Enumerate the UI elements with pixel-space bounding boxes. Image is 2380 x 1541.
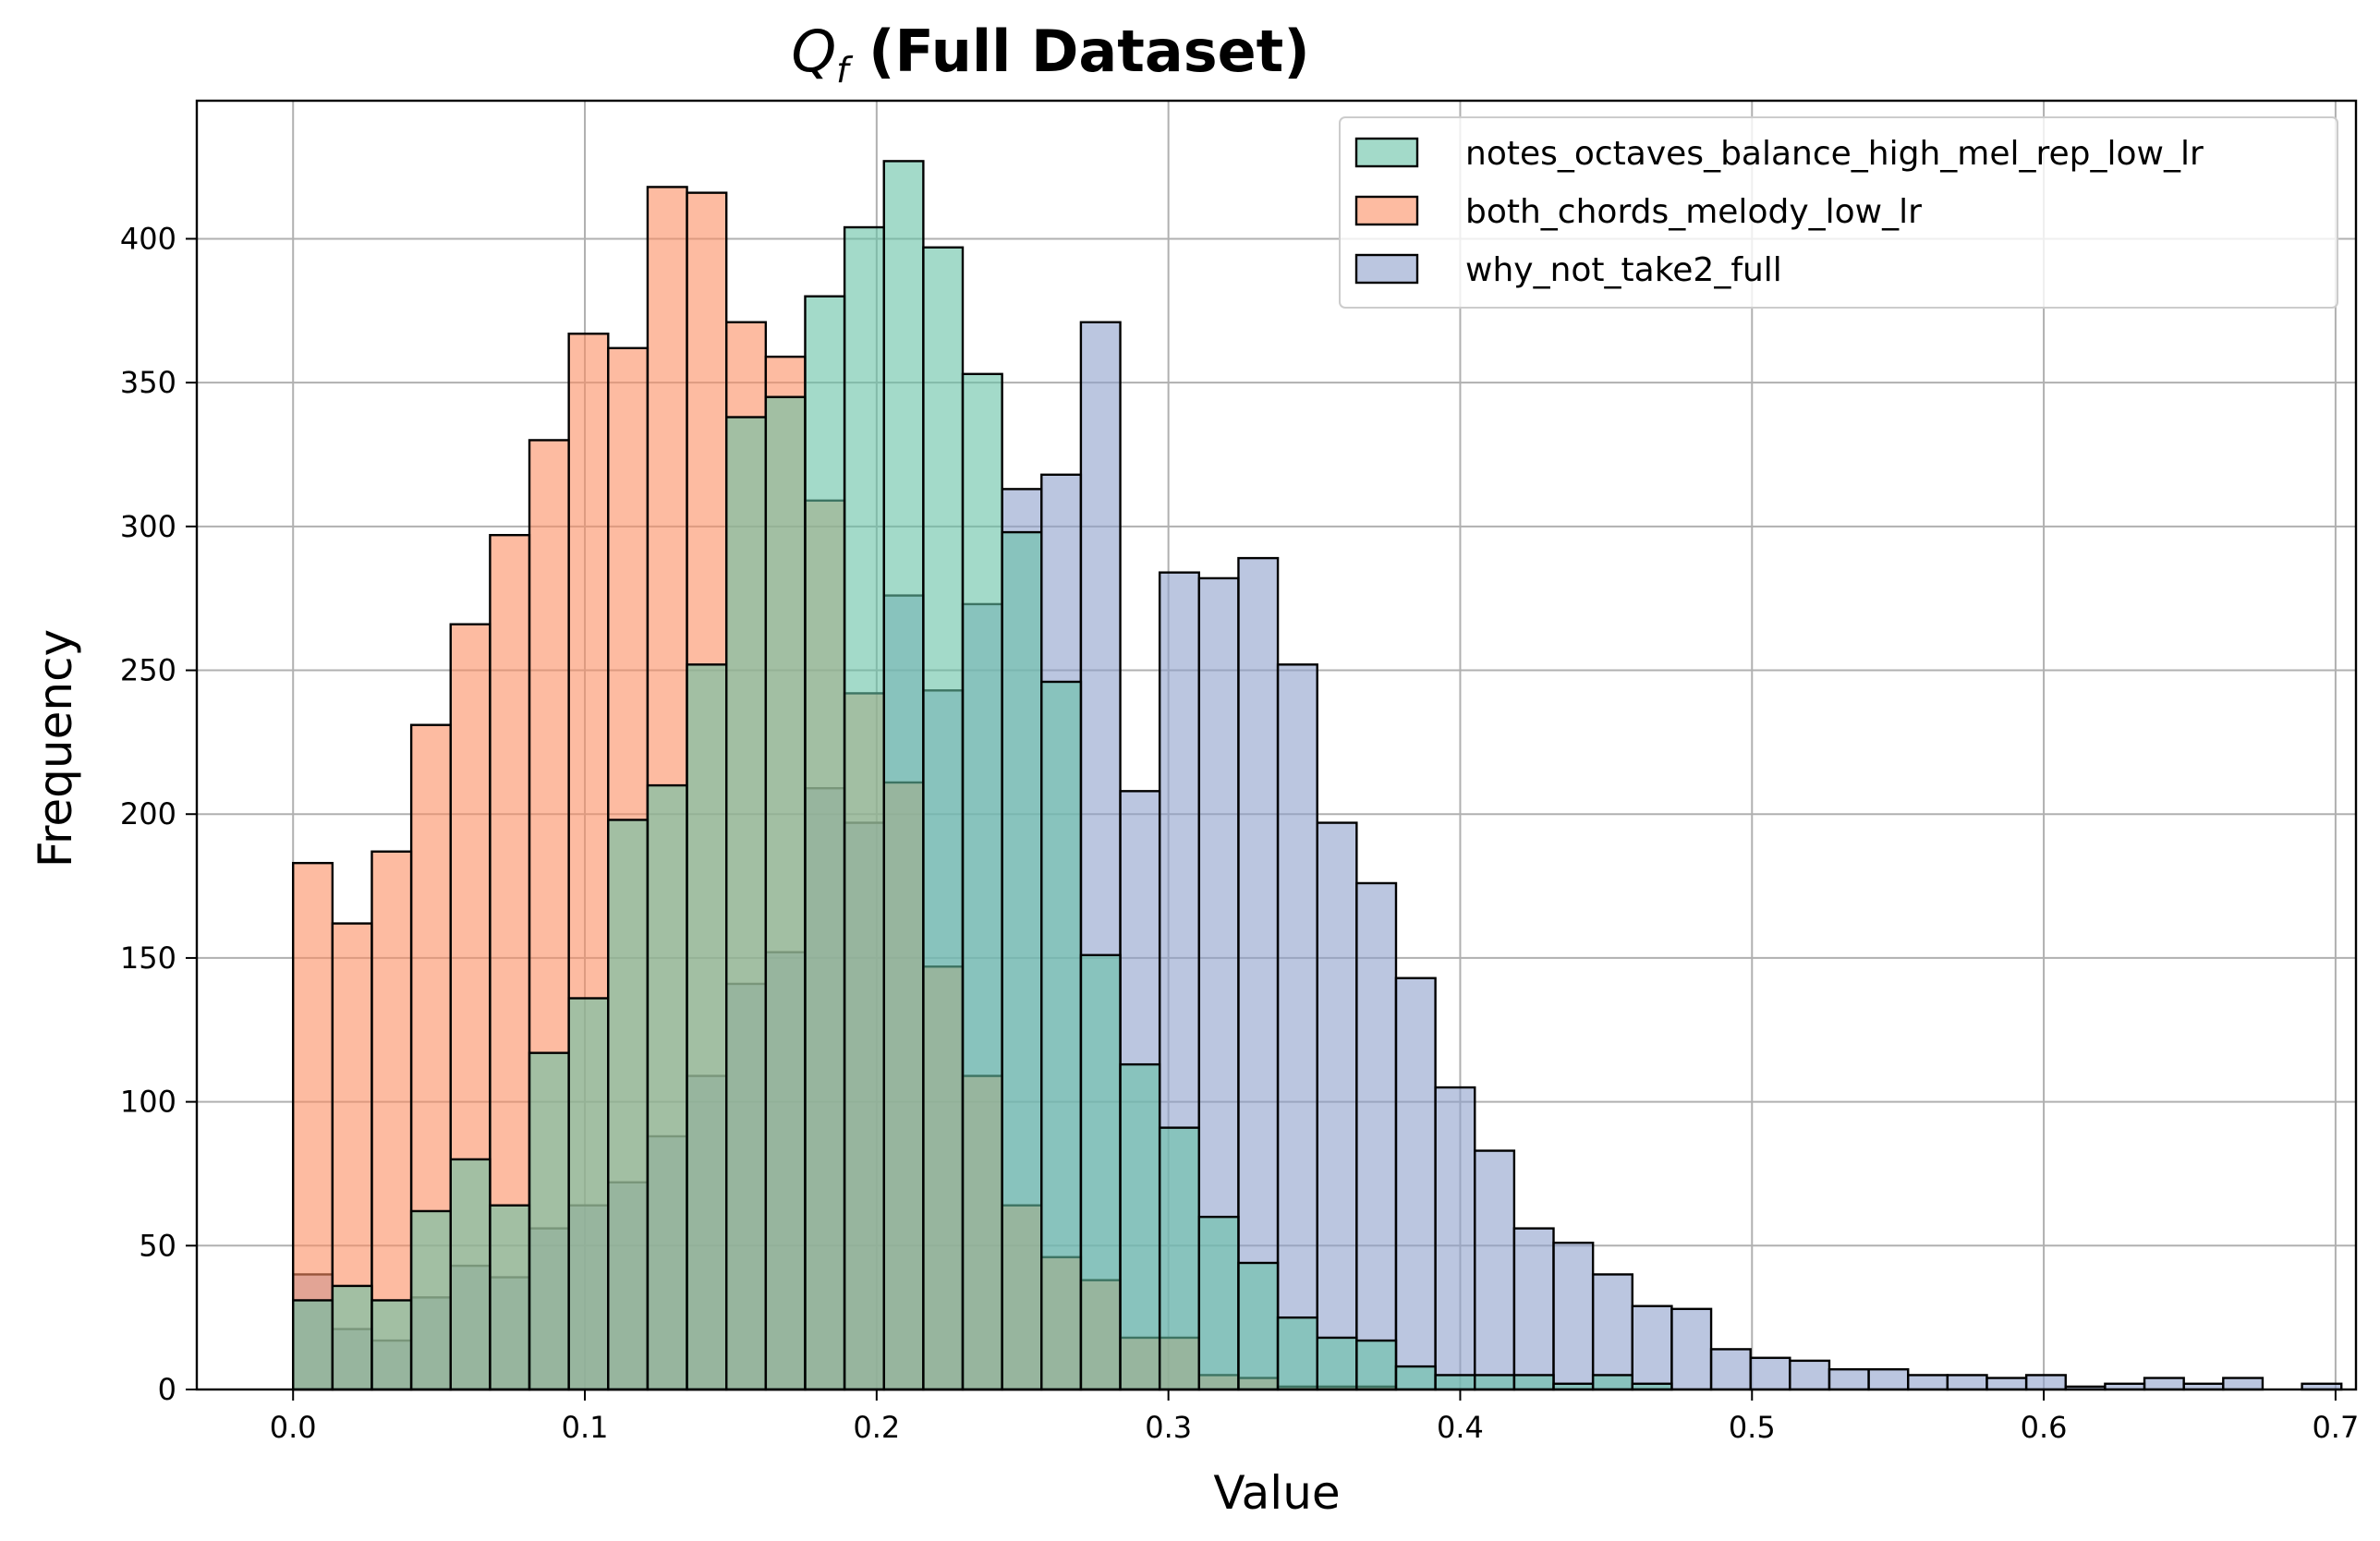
bar-series-2 xyxy=(1631,1304,1673,1391)
bar-series-0 xyxy=(724,416,768,1391)
y-tick-label: 50 xyxy=(139,1228,176,1263)
x-tick-label: 0.5 xyxy=(1729,1410,1776,1445)
legend-swatch-notes-octaves xyxy=(1354,137,1419,168)
legend-label-both-chords: both_chords_melody_low_lr xyxy=(1465,193,1922,231)
y-tick-label: 150 xyxy=(120,940,176,976)
bar-series-0 xyxy=(292,1299,334,1391)
bar-series-0 xyxy=(646,783,688,1391)
legend-label-notes-octaves: notes_octaves_balance_high_mel_rep_low_l… xyxy=(1465,135,2204,173)
bar-series-0 xyxy=(1591,1374,1633,1391)
bar-series-2 xyxy=(1670,1307,1713,1391)
bar-series-2 xyxy=(2143,1377,2185,1391)
bar-series-2 xyxy=(1789,1359,1831,1391)
chart-title-symbol: Q xyxy=(791,18,836,85)
legend-box xyxy=(1339,116,2338,309)
x-tick-label: 0.1 xyxy=(562,1410,609,1445)
histogram-bars xyxy=(292,160,2343,1391)
x-tick-label: 0.2 xyxy=(853,1410,900,1445)
y-tick-label: 250 xyxy=(120,653,176,688)
x-tick-label: 0.3 xyxy=(1145,1410,1192,1445)
bar-series-2 xyxy=(1434,1086,1476,1391)
y-axis-title: Frequency xyxy=(29,629,82,868)
bar-series-2 xyxy=(1591,1273,1633,1391)
bar-series-2 xyxy=(1474,1149,1516,1391)
bar-series-0 xyxy=(607,819,650,1391)
bar-series-2 xyxy=(1552,1241,1595,1391)
bar-series-0 xyxy=(331,1284,373,1391)
bar-series-0 xyxy=(489,1204,531,1391)
bar-series-0 xyxy=(1434,1374,1476,1391)
bar-series-0 xyxy=(961,372,1003,1391)
bar-series-2 xyxy=(1946,1374,1988,1391)
bar-series-0 xyxy=(1079,953,1122,1391)
bar-series-2 xyxy=(1394,977,1437,1391)
x-axis-title: Value xyxy=(1213,1466,1340,1520)
bar-series-0 xyxy=(1316,1336,1358,1391)
legend-label-why-not-take2: why_not_take2_full xyxy=(1465,251,1782,289)
bar-series-2 xyxy=(1276,663,1318,1391)
bar-series-2 xyxy=(1985,1377,2028,1391)
bar-series-2 xyxy=(1709,1348,1752,1391)
bar-series-2 xyxy=(1749,1356,1791,1391)
bar-series-2 xyxy=(2222,1377,2265,1391)
bar-series-0 xyxy=(528,1051,570,1391)
bar-series-0 xyxy=(1158,1126,1201,1391)
bar-series-0 xyxy=(804,295,846,1391)
chart-title-rest: (Full Dataset) xyxy=(849,18,1310,85)
y-tick-label: 0 xyxy=(158,1372,176,1407)
bar-series-0 xyxy=(1197,1215,1240,1391)
bar-series-2 xyxy=(2024,1374,2067,1391)
bar-series-0 xyxy=(1040,680,1083,1391)
bar-series-0 xyxy=(1474,1374,1516,1391)
bar-series-2 xyxy=(1355,881,1398,1391)
bar-series-0 xyxy=(1394,1365,1437,1391)
bar-series-2 xyxy=(1867,1368,1910,1391)
y-tick-label: 350 xyxy=(120,365,176,400)
y-tick-label: 300 xyxy=(120,509,176,544)
bar-series-0 xyxy=(686,663,728,1391)
plot-frame xyxy=(195,99,2358,1391)
x-tick-label: 0.0 xyxy=(270,1410,317,1445)
bar-series-0 xyxy=(843,225,885,1391)
x-tick-label: 0.4 xyxy=(1437,1410,1484,1445)
bar-series-0 xyxy=(449,1158,492,1391)
legend-swatch-both-chords xyxy=(1354,195,1419,226)
x-tick-label: 0.7 xyxy=(2312,1410,2359,1445)
legend: notes_octaves_balance_high_mel_rep_low_l… xyxy=(1339,116,2338,309)
bar-series-0 xyxy=(1355,1339,1398,1391)
bar-series-0 xyxy=(567,997,610,1391)
axis-ticks: 0.0 0.1 0.2 0.3 0.4 0.5 0.6 0.7 0 50 100 150 200 250 3… xyxy=(120,221,2359,1445)
bar-series-2 xyxy=(1316,821,1358,1391)
bar-series-0 xyxy=(370,1299,413,1391)
bar-series-0 xyxy=(409,1209,452,1391)
x-tick-label: 0.6 xyxy=(2021,1410,2068,1445)
bar-series-2 xyxy=(1512,1227,1555,1391)
bar-series-0 xyxy=(1001,530,1043,1391)
chart-title: Qf (Full Dataset) xyxy=(791,18,1309,91)
bar-series-0 xyxy=(882,160,925,1391)
bar-series-0 xyxy=(1237,1261,1280,1391)
legend-swatch-why-not-take2 xyxy=(1354,253,1419,285)
bar-series-0 xyxy=(764,395,807,1391)
y-tick-label: 400 xyxy=(120,221,176,256)
bar-series-0 xyxy=(922,246,965,1391)
bar-series-0 xyxy=(1276,1316,1318,1391)
bar-series-2 xyxy=(1828,1368,1870,1391)
y-tick-label: 100 xyxy=(120,1085,176,1120)
bar-series-0 xyxy=(1119,1062,1161,1391)
y-tick-label: 200 xyxy=(120,796,176,831)
bar-series-0 xyxy=(1512,1374,1555,1391)
bar-series-2 xyxy=(1907,1374,1949,1391)
